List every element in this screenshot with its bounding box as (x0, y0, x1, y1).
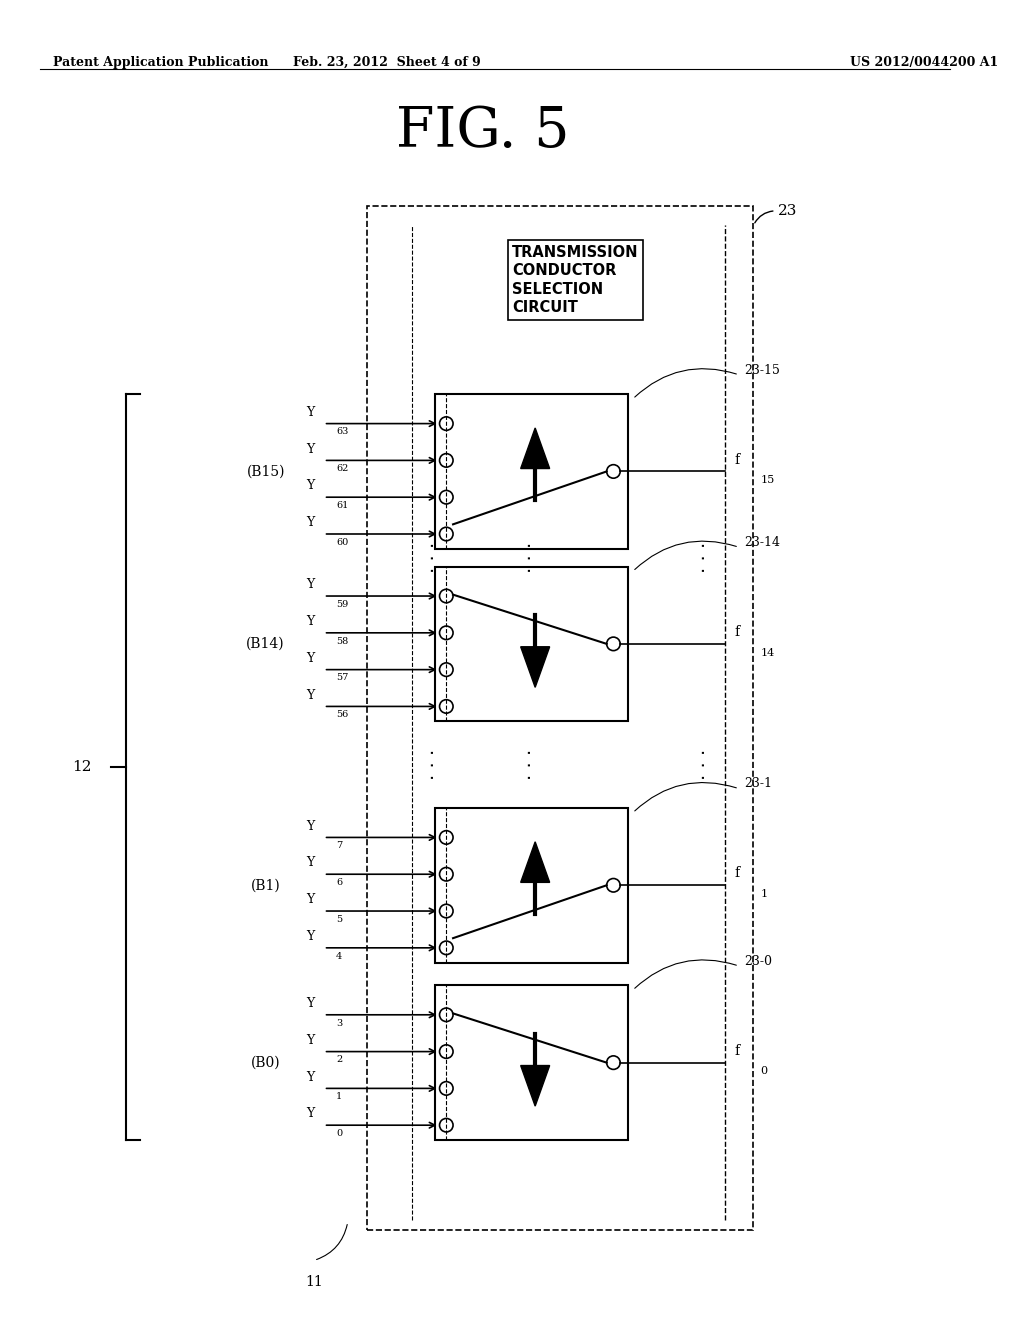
Text: Y: Y (306, 820, 314, 833)
Text: Y: Y (306, 894, 314, 907)
Text: Feb. 23, 2012  Sheet 4 of 9: Feb. 23, 2012 Sheet 4 of 9 (293, 57, 480, 69)
Text: 1: 1 (760, 890, 767, 899)
Text: · · ·: · · · (695, 748, 715, 780)
Text: 6: 6 (336, 878, 342, 887)
Text: (B1): (B1) (251, 878, 281, 892)
Text: Y: Y (306, 689, 314, 702)
Text: Y: Y (306, 578, 314, 591)
Text: 59: 59 (336, 599, 348, 609)
FancyBboxPatch shape (435, 566, 628, 721)
Text: 1: 1 (336, 1092, 342, 1101)
Text: 23-14: 23-14 (743, 536, 780, 549)
Text: 60: 60 (336, 537, 348, 546)
Text: Y: Y (306, 615, 314, 628)
Text: TRANSMISSION
CONDUCTOR
SELECTION
CIRCUIT: TRANSMISSION CONDUCTOR SELECTION CIRCUIT (512, 244, 639, 315)
Text: 61: 61 (336, 502, 348, 510)
Text: US 2012/0044200 A1: US 2012/0044200 A1 (850, 57, 998, 69)
Text: · · ·: · · · (425, 748, 444, 780)
Text: Y: Y (306, 931, 314, 942)
Text: · · ·: · · · (522, 543, 541, 573)
Text: Y: Y (306, 516, 314, 529)
Text: f: f (734, 453, 739, 466)
FancyBboxPatch shape (435, 395, 628, 549)
Polygon shape (520, 842, 550, 882)
Text: 63: 63 (336, 428, 348, 437)
Polygon shape (520, 647, 550, 688)
Text: 0: 0 (336, 1129, 342, 1138)
Polygon shape (520, 428, 550, 469)
Text: Y: Y (306, 1107, 314, 1121)
Text: FIG. 5: FIG. 5 (396, 104, 569, 160)
Text: 2: 2 (336, 1056, 342, 1064)
FancyBboxPatch shape (435, 808, 628, 962)
Text: 23-1: 23-1 (743, 777, 772, 791)
Text: f: f (734, 866, 739, 880)
Text: · · ·: · · · (425, 543, 444, 573)
Text: Y: Y (306, 997, 314, 1010)
Text: Y: Y (306, 652, 314, 665)
Text: Y: Y (306, 405, 314, 418)
Text: (B0): (B0) (251, 1056, 281, 1069)
Text: Y: Y (306, 857, 314, 870)
Text: Y: Y (306, 479, 314, 492)
Text: 0: 0 (760, 1067, 767, 1077)
Text: 3: 3 (336, 1019, 342, 1028)
Text: (B14): (B14) (247, 636, 285, 651)
Text: 5: 5 (336, 915, 342, 924)
Text: 4: 4 (336, 952, 342, 961)
Text: 57: 57 (336, 673, 348, 682)
Text: f: f (734, 626, 739, 639)
Text: Y: Y (306, 1034, 314, 1047)
Text: 23: 23 (777, 203, 797, 218)
Text: Y: Y (306, 1071, 314, 1084)
Text: 12: 12 (73, 760, 92, 774)
Text: · · ·: · · · (522, 748, 541, 780)
Text: 23-15: 23-15 (743, 363, 779, 376)
Text: 7: 7 (336, 841, 342, 850)
Text: · · ·: · · · (695, 543, 715, 573)
Text: (B15): (B15) (247, 465, 285, 478)
Polygon shape (520, 1065, 550, 1106)
Text: 56: 56 (336, 710, 348, 719)
Text: 23-0: 23-0 (743, 954, 772, 968)
Text: 11: 11 (305, 1275, 323, 1288)
Text: Y: Y (306, 442, 314, 455)
Text: 58: 58 (336, 636, 348, 645)
Text: Patent Application Publication: Patent Application Publication (53, 57, 268, 69)
Text: 15: 15 (760, 475, 774, 486)
Text: 14: 14 (760, 648, 774, 657)
FancyBboxPatch shape (435, 985, 628, 1140)
Text: f: f (734, 1044, 739, 1057)
Text: 62: 62 (336, 465, 348, 474)
